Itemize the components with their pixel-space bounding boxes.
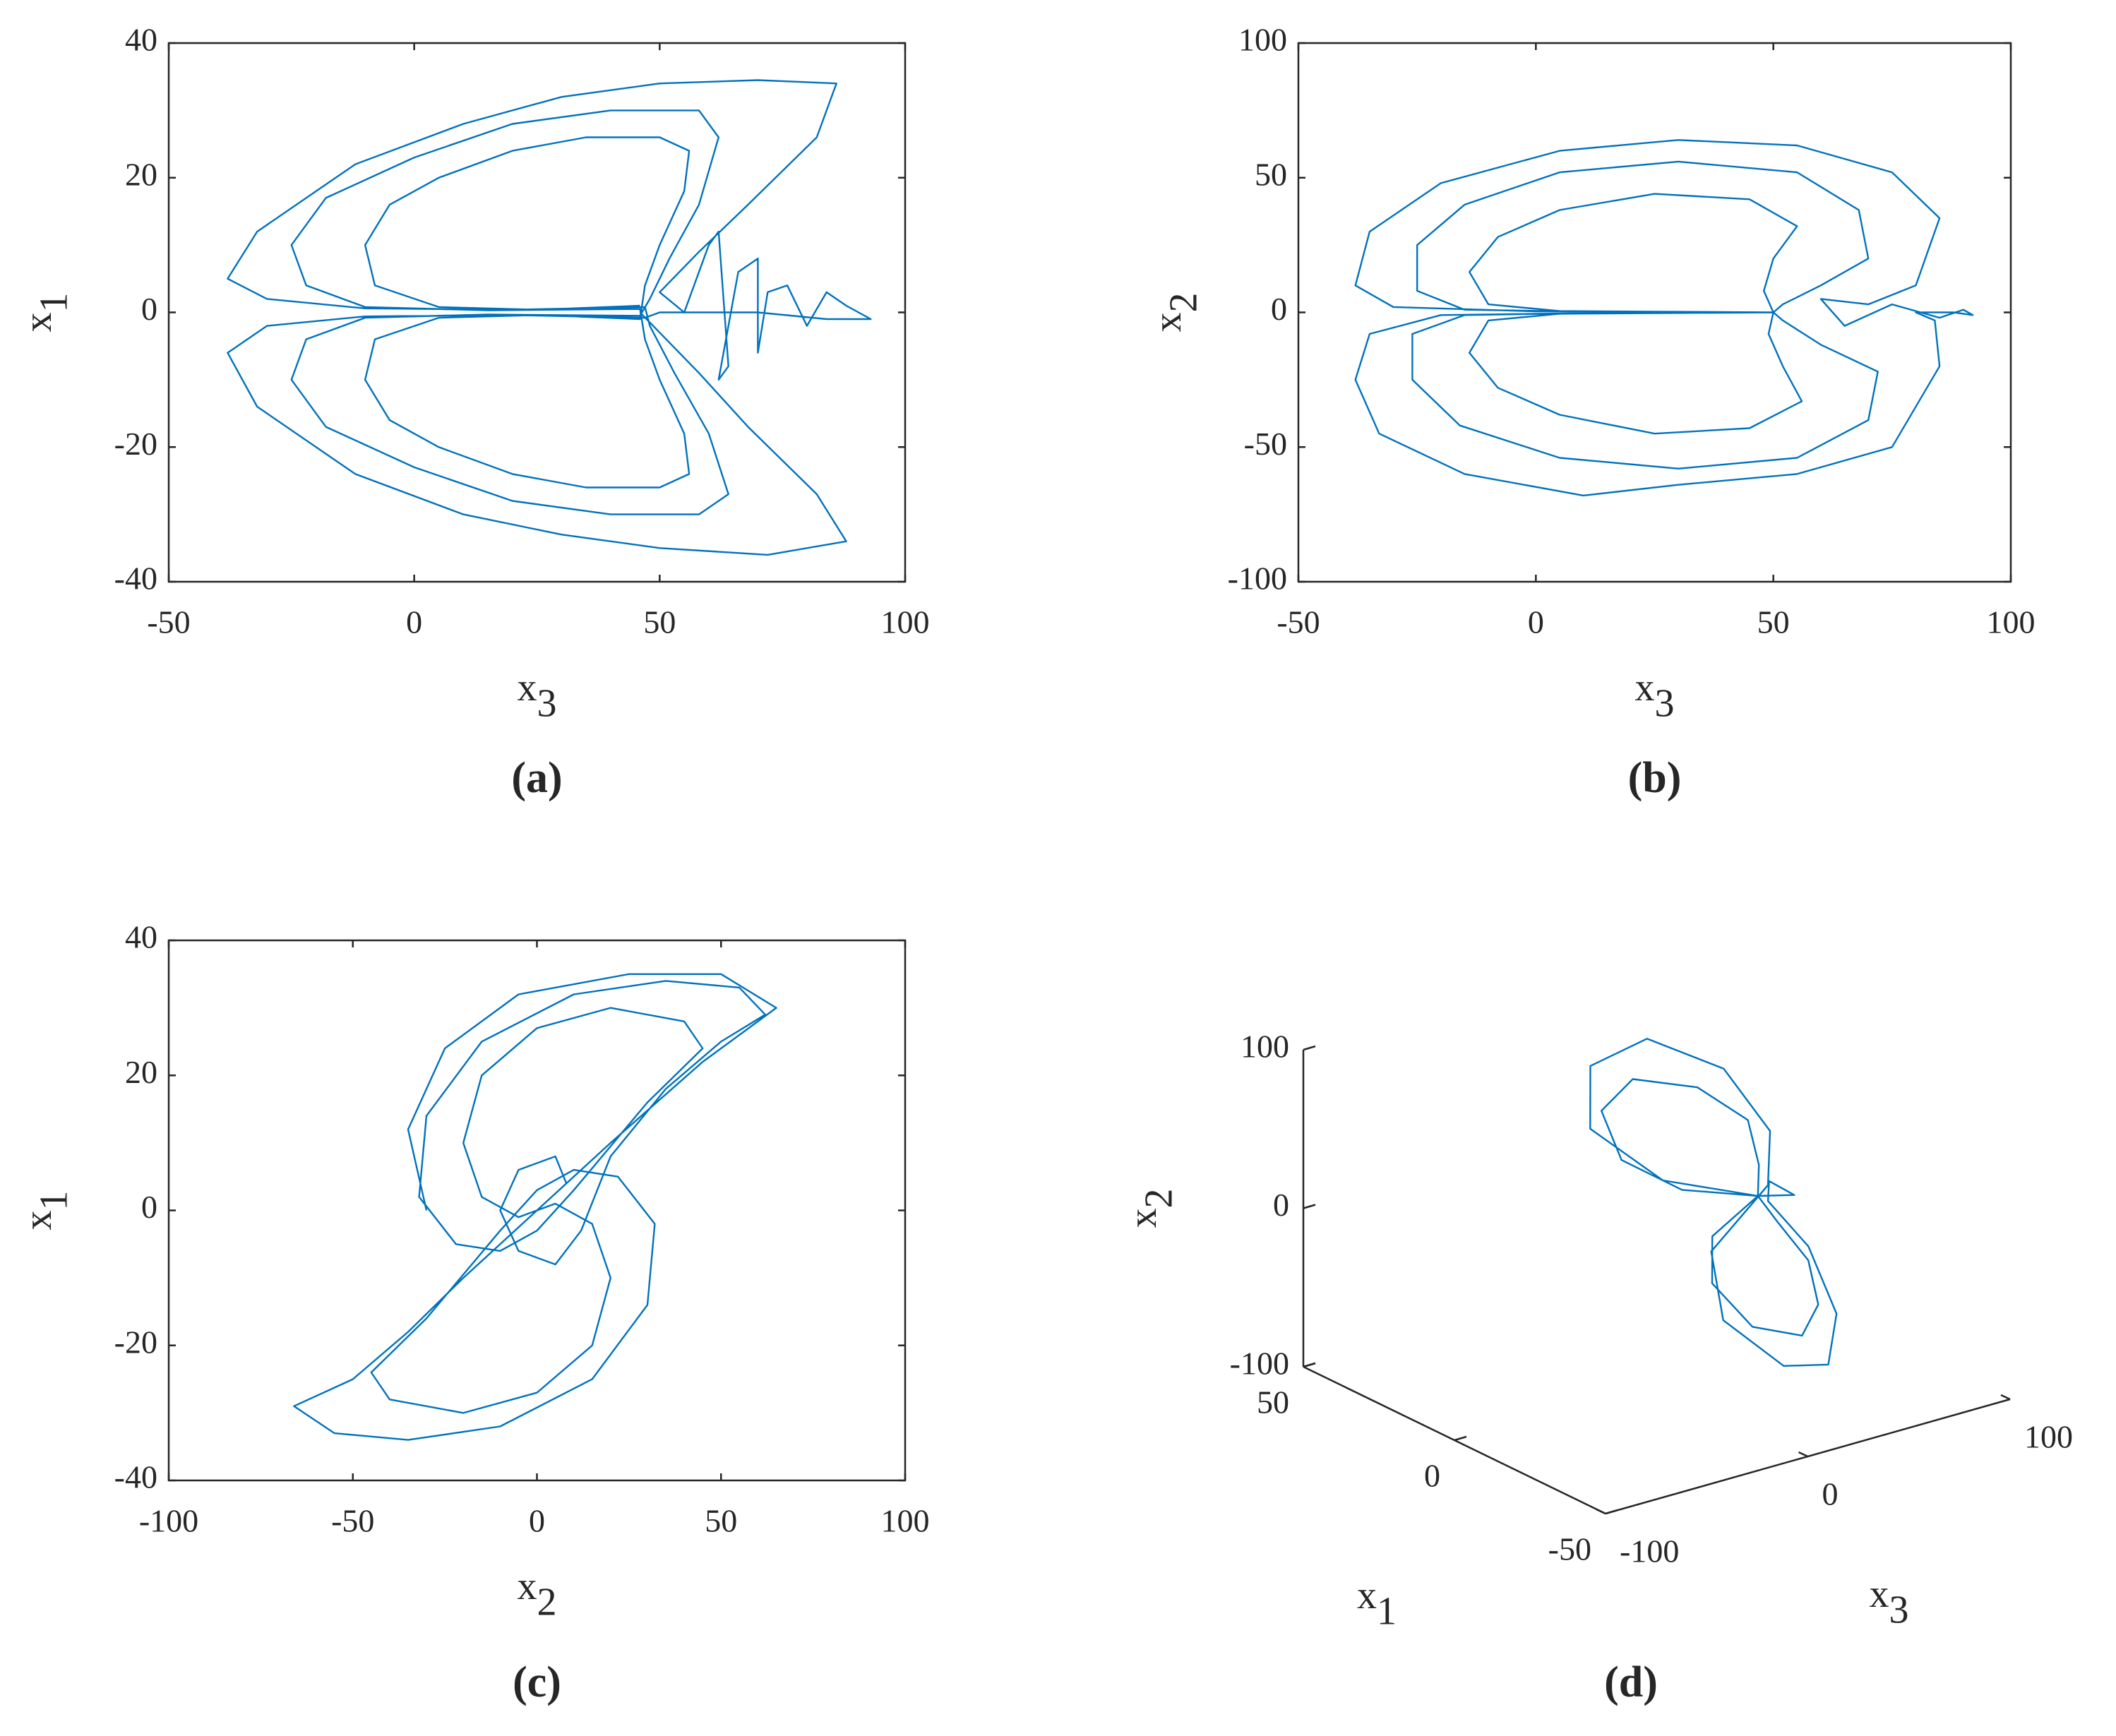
y-tick-label: -40: [114, 561, 157, 597]
y-axis-label-base: x: [16, 1211, 60, 1231]
x-axis-label: x3: [1635, 666, 1675, 725]
x-axis-label-base: x: [518, 666, 537, 710]
caption: (d): [1604, 1658, 1658, 1706]
x1-tick-label: -50: [1548, 1531, 1591, 1567]
x-tick-label: 100: [881, 604, 930, 640]
x1-axis-label-sub: 1: [1377, 1589, 1397, 1633]
x3-tick-label: -100: [1620, 1533, 1679, 1569]
x2-tick-label: 0: [1273, 1187, 1289, 1223]
trajectory: [293, 973, 777, 1441]
x2-axis-label: x2: [1121, 1189, 1180, 1228]
caption: (c): [513, 1658, 561, 1706]
caption: (b): [1628, 754, 1682, 802]
y-axis-label-base: x: [16, 313, 60, 333]
y-tick-label: 0: [1271, 291, 1287, 327]
y-axis-label-sub: 1: [32, 1191, 76, 1211]
trajectory: [227, 79, 872, 556]
x-tick-label: 50: [705, 1503, 737, 1539]
x-tick-label: -100: [139, 1503, 198, 1539]
y-tick-label: 0: [141, 1189, 157, 1225]
x-tick-label: 0: [406, 604, 422, 640]
x2-tick-label: -100: [1230, 1346, 1289, 1382]
x-tick-label: 0: [529, 1503, 545, 1539]
x2-axis-label-sub: 2: [1137, 1189, 1180, 1209]
x2-tick-label: 100: [1241, 1029, 1289, 1065]
x-tick-label: 100: [1987, 604, 2036, 640]
x3-tick: [2000, 1394, 2011, 1401]
x-tick-label: -50: [147, 604, 190, 640]
trajectory: [1354, 139, 1974, 497]
x3-tick-label: 100: [2024, 1419, 2073, 1455]
y-tick-label: 100: [1238, 22, 1287, 58]
x2-axis-label-base: x: [1121, 1209, 1165, 1228]
x1-axis-label: x1: [1357, 1574, 1397, 1633]
plot-area: [169, 43, 905, 582]
x3-tick-label: 0: [1822, 1476, 1839, 1512]
y-axis-label: x1: [16, 1191, 76, 1231]
x2-tick: [1303, 1045, 1316, 1051]
y-tick-label: 40: [125, 919, 157, 955]
x3-tick: [1798, 1451, 1809, 1458]
x-axis-label: x2: [518, 1564, 557, 1624]
y-axis-label: x1: [16, 293, 76, 333]
x-tick-label: 0: [1528, 604, 1544, 640]
x-tick-label: 50: [643, 604, 676, 640]
y-axis-label-sub: 2: [1161, 293, 1205, 313]
x-tick-label: 50: [1757, 604, 1790, 640]
x3-axis-label-sub: 3: [1889, 1588, 1909, 1632]
y-tick-label: 20: [125, 1054, 157, 1090]
x-axis-label-base: x: [1635, 666, 1655, 710]
x2-tick: [1303, 1362, 1316, 1368]
x-axis-label-sub: 3: [537, 681, 557, 725]
y-tick-label: -20: [114, 1324, 157, 1360]
y-axis-label: x2: [1146, 293, 1205, 333]
y-tick-label: -100: [1228, 561, 1287, 597]
y-tick-label: -50: [1244, 426, 1287, 462]
trajectory: [1589, 1038, 1838, 1367]
x-axis-label-base: x: [518, 1564, 537, 1608]
x1-axis-label-base: x: [1357, 1574, 1377, 1617]
caption: (a): [511, 754, 562, 802]
x-tick-label: -50: [1277, 604, 1320, 640]
y-tick-label: 20: [125, 156, 157, 192]
x2-tick: [1303, 1204, 1316, 1209]
x-tick-label: -50: [331, 1503, 374, 1539]
x1-tick-label: 0: [1424, 1458, 1440, 1494]
y-tick-label: -20: [114, 426, 157, 462]
x3-axis-label-base: x: [1870, 1572, 1889, 1616]
y-tick-label: 40: [125, 22, 157, 58]
y-axis-label-sub: 1: [32, 293, 76, 313]
x1-tick: [1454, 1435, 1467, 1442]
x-axis-label-sub: 3: [1655, 681, 1675, 725]
x3-tick: [1596, 1508, 1606, 1515]
y-axis-label-base: x: [1146, 313, 1190, 333]
y-tick-label: 0: [141, 291, 157, 327]
x-tick-label: 100: [881, 1503, 930, 1539]
x-axis-label: x3: [518, 666, 557, 725]
x-axis-label-sub: 2: [537, 1580, 557, 1624]
x1-tick: [1605, 1509, 1618, 1515]
y-tick-label: 50: [1255, 156, 1287, 192]
x1-tick-label: 50: [1257, 1384, 1289, 1420]
y-tick-label: -40: [114, 1459, 157, 1495]
x3-axis-label: x3: [1870, 1572, 1909, 1632]
